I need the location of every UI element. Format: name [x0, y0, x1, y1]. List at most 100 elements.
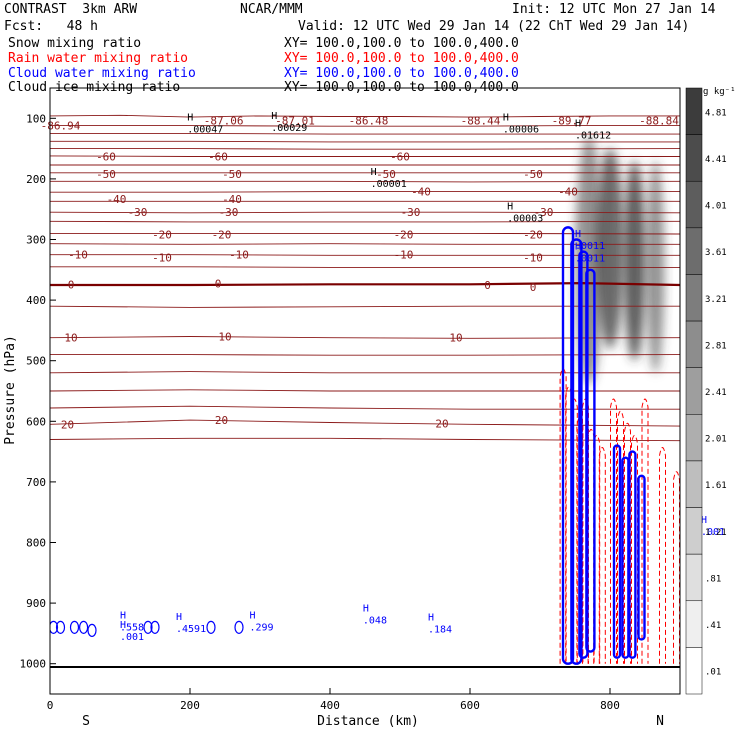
cloud-contour-layer [50, 226, 646, 665]
ice-max-marker-0: H [187, 112, 193, 123]
colorbar-box-5 [685, 320, 703, 368]
cloud-max-label-1: .001 [120, 632, 144, 643]
plot-frame [49, 87, 681, 695]
colorbar-box-7 [685, 414, 703, 462]
low-cloud-contour-4 [87, 623, 97, 637]
colorbar-tick-label-6: 2.41 [705, 388, 727, 398]
colorbar-tick-label-11: .41 [705, 621, 721, 631]
ice-max-marker-5: H [507, 202, 513, 213]
cloud-max-label-6: .001 [701, 527, 725, 538]
isotherm-label-31: 0 [68, 278, 75, 291]
low-cloud-contour-2 [69, 620, 80, 634]
isotherm-layer [50, 114, 680, 442]
x-axis-title: Distance (km) [317, 714, 419, 729]
cloud-max-label-3: .299 [250, 623, 274, 634]
colorbar-box-6 [685, 367, 703, 415]
isotherm-label-22: -20 [152, 229, 172, 242]
cloud-max-label-4: .048 [363, 615, 387, 626]
isotherm-8 [50, 180, 680, 183]
low-cloud-contour-3 [78, 620, 89, 634]
cloud-contour-3 [585, 268, 596, 653]
x-tick-label-0: 0 [47, 699, 54, 712]
colorbar-box-1 [685, 134, 703, 182]
cloud-contour-1 [570, 238, 583, 665]
rain-contour-7 [598, 447, 606, 664]
colorbar-tick-label-3: 3.61 [705, 248, 727, 258]
colorbar-tick-label-12: .01 [705, 668, 721, 678]
cloud-max-label-7: .0011 [575, 241, 605, 252]
y-tick-label-6: 700 [26, 476, 46, 489]
cloud-contour-4 [612, 444, 622, 659]
colorbar-unit: g kg⁻¹ [703, 87, 736, 97]
isotherm-label-3: -86.48 [349, 115, 389, 128]
snow-column-1 [596, 148, 624, 349]
low-cloud-contour-1 [55, 620, 66, 634]
ice-max-label-5: .00003 [507, 214, 543, 225]
x-tick-label-4: 800 [600, 699, 620, 712]
low-cloud-contour-0 [50, 620, 59, 634]
cloud-max-label-8: .0011 [575, 253, 605, 264]
isotherm-label-23: -20 [212, 229, 232, 242]
isotherm-label-33: 0 [484, 279, 491, 292]
y-tick-label-7: 800 [26, 537, 46, 550]
ice-max-label-2: .00006 [503, 124, 539, 135]
ice-max-label-1: .00029 [271, 123, 307, 134]
legend-label-snow: Snow mixing ratio [8, 36, 142, 51]
cloud-max-label-2: .4591 [176, 624, 206, 635]
isotherm-16 [50, 266, 680, 268]
isotherm-24 [50, 419, 680, 427]
y-tick-label-1: 200 [26, 173, 46, 186]
forecast-hour: Fcst: 48 h [4, 19, 98, 34]
isotherm-label-32: 0 [215, 278, 222, 291]
isotherm-label-25: -20 [523, 229, 543, 242]
colorbar-tick-label-1: 4.41 [705, 155, 727, 165]
cloud-contour-5 [621, 456, 630, 659]
legend-xy-rain: XY= 100.0,100.0 to 100.0,400.0 [284, 51, 519, 66]
isotherm-label-7: -60 [96, 150, 116, 163]
isotherm-label-35: 10 [64, 332, 77, 345]
isotherm-12 [50, 220, 680, 223]
isotherm-20 [50, 354, 680, 356]
cloud-max-label-0: .558 [120, 623, 144, 634]
low-cloud-contour-6 [150, 620, 160, 634]
colorbar-tick-label-5: 2.81 [705, 341, 727, 351]
isotherm-18 [50, 305, 680, 308]
colorbar-tick-label-7: 2.01 [705, 435, 727, 445]
colorbar-box-4 [685, 274, 703, 322]
isotherm-label-8: -60 [208, 150, 228, 163]
snow-column-3 [646, 160, 665, 373]
isotherm-label-12: -50 [376, 168, 396, 181]
ice-max-label-3: .01612 [575, 130, 611, 141]
isotherm-2 [50, 132, 680, 135]
colorbar-box-11 [685, 600, 703, 648]
isotherm-label-17: -40 [558, 186, 578, 199]
y-tick-label-2: 300 [26, 234, 46, 247]
colorbar-tick-label-2: 4.01 [705, 202, 727, 212]
cloud-max-marker-7: H [575, 229, 581, 240]
ice-max-label-0: .00047 [187, 124, 223, 135]
rain-contour-14 [673, 471, 680, 664]
x-end-right: N [656, 714, 664, 729]
ice-max-label-4: .00001 [371, 179, 407, 190]
isotherm-0 [50, 114, 680, 118]
cloud-contour-7 [637, 474, 646, 641]
colorbar-tick-label-8: 1.61 [705, 481, 727, 491]
isotherm-label-39: 20 [215, 414, 228, 427]
y-tick-label-8: 900 [26, 597, 46, 610]
isotherm-5 [50, 155, 680, 157]
isotherm-label-40: 20 [435, 418, 448, 431]
low-cloud-contour-8 [234, 620, 244, 634]
isotherm-label-28: -10 [229, 249, 249, 262]
cloud-max-marker-5: H [428, 612, 434, 623]
rain-contour-8 [610, 398, 617, 664]
isotherm-15 [50, 254, 680, 256]
isotherm-1 [50, 125, 680, 127]
isotherm-label-20: -30 [401, 206, 421, 219]
isotherm-label-30: -10 [523, 252, 543, 265]
colorbar-tick-label-0: 4.81 [705, 108, 727, 118]
isotherm-label-16: -40 [411, 186, 431, 199]
isotherm-label-24: -20 [394, 229, 414, 242]
cloud-max-marker-0: H [120, 611, 126, 622]
low-cloud-contour-5 [143, 620, 153, 634]
